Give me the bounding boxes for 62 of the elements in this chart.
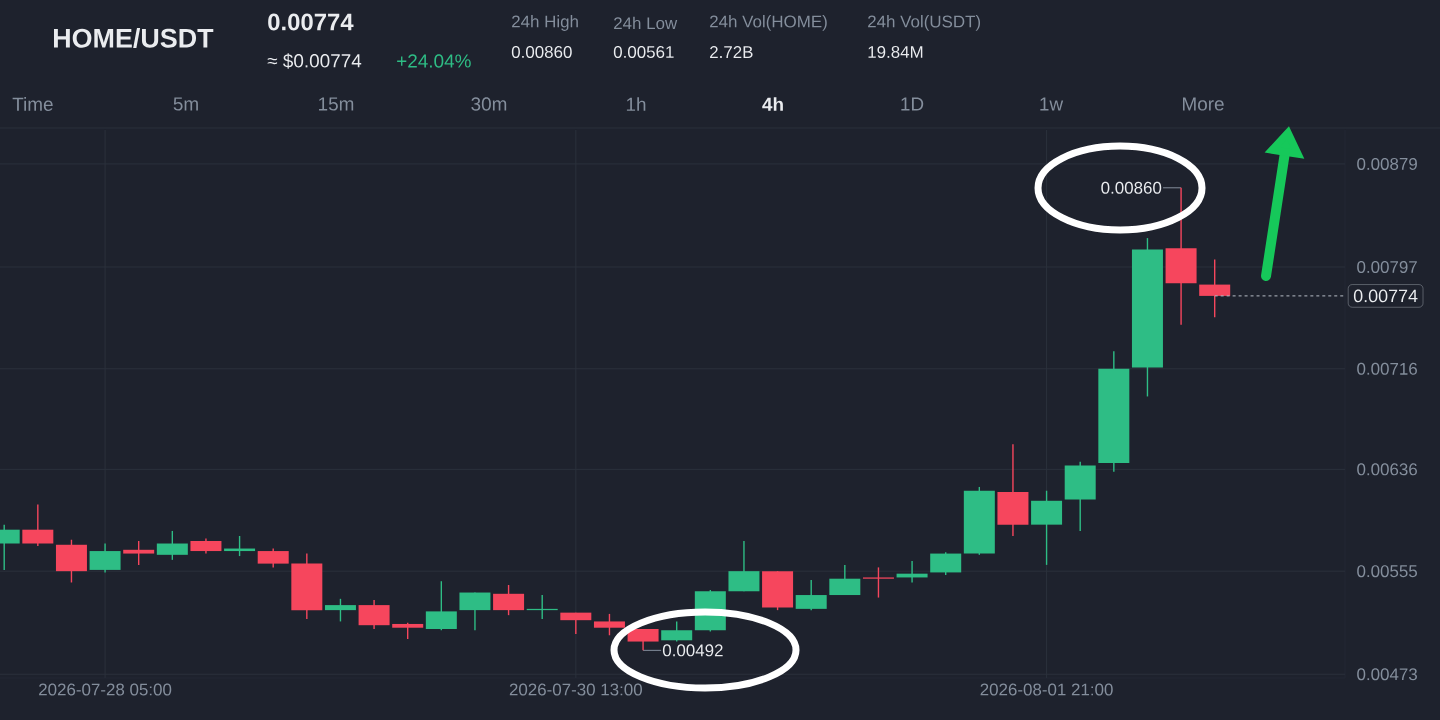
text: 24h Vol(USDT) (868, 15, 981, 31)
annotation: 0.00492 (662, 644, 723, 657)
text: 0.00561 (613, 45, 674, 58)
x-tick-label: 2026-07-28 05:00 (39, 683, 172, 696)
candlestick (593, 613, 625, 636)
ref-line-label: 0.00774 (1353, 289, 1418, 303)
chart-title: HOME/USDT (54, 27, 214, 48)
text: 5m (173, 97, 198, 111)
candlestick (795, 579, 827, 611)
candlestick (1165, 187, 1197, 326)
x-tick-label: 2026-08-01 21:00 (980, 683, 1113, 696)
candlestick (358, 599, 390, 630)
text: 24h Vol(HOME) (710, 15, 827, 31)
candlestick (257, 547, 289, 569)
text: 15m (319, 97, 354, 111)
y-tick-label: 0.00555 (1357, 565, 1418, 578)
y-tick-label: 0.00879 (1357, 157, 1417, 170)
candlestick (1031, 490, 1063, 566)
candlestick (425, 580, 457, 631)
text: 4h (762, 97, 783, 111)
candlestick (1064, 461, 1096, 532)
text: 19.84M (868, 45, 923, 58)
text: 2.72B (710, 46, 753, 58)
candlestick (963, 486, 995, 556)
candlestick (55, 539, 87, 584)
text: ≈ $0.00774 (267, 53, 362, 69)
annotation: 0.00860 (1101, 181, 1162, 194)
candlestick (89, 542, 121, 574)
text: More (1183, 97, 1224, 111)
y-tick-label: 0.00716 (1357, 362, 1417, 375)
text: 24h High (512, 15, 578, 31)
text: 30m (471, 97, 507, 111)
candlestick (459, 591, 491, 631)
candlestick (560, 611, 592, 635)
text: 0.00860 (511, 45, 572, 58)
candlestick (156, 530, 188, 561)
candlestick (829, 564, 861, 596)
candlestick (291, 552, 323, 620)
candlestick (1098, 350, 1130, 473)
text: 1D (901, 97, 924, 111)
candlestick (762, 570, 794, 611)
text: 0.00774 (268, 13, 354, 31)
candlestick (997, 443, 1029, 537)
candlestick (728, 540, 760, 592)
candlestick (22, 503, 54, 547)
candlestick (930, 551, 962, 576)
candlestick (1131, 237, 1163, 398)
y-tick-label: 0.00797 (1357, 261, 1417, 273)
candlestick (862, 566, 894, 599)
text: 24h Low (614, 16, 678, 30)
candlestick (324, 598, 356, 623)
y-tick-label: 0.00636 (1357, 463, 1417, 476)
text: +24.04% (397, 54, 471, 68)
candlestick (493, 584, 525, 616)
text: Time (12, 97, 53, 111)
y-tick-label: 0.00473 (1357, 668, 1417, 681)
text: 1h (626, 97, 646, 111)
candlestick (661, 620, 693, 643)
candlestick (123, 540, 155, 566)
candlestick (1199, 258, 1231, 318)
x-tick-label: 2026-07-30 13:00 (509, 683, 642, 696)
text: 1w (1040, 97, 1064, 111)
